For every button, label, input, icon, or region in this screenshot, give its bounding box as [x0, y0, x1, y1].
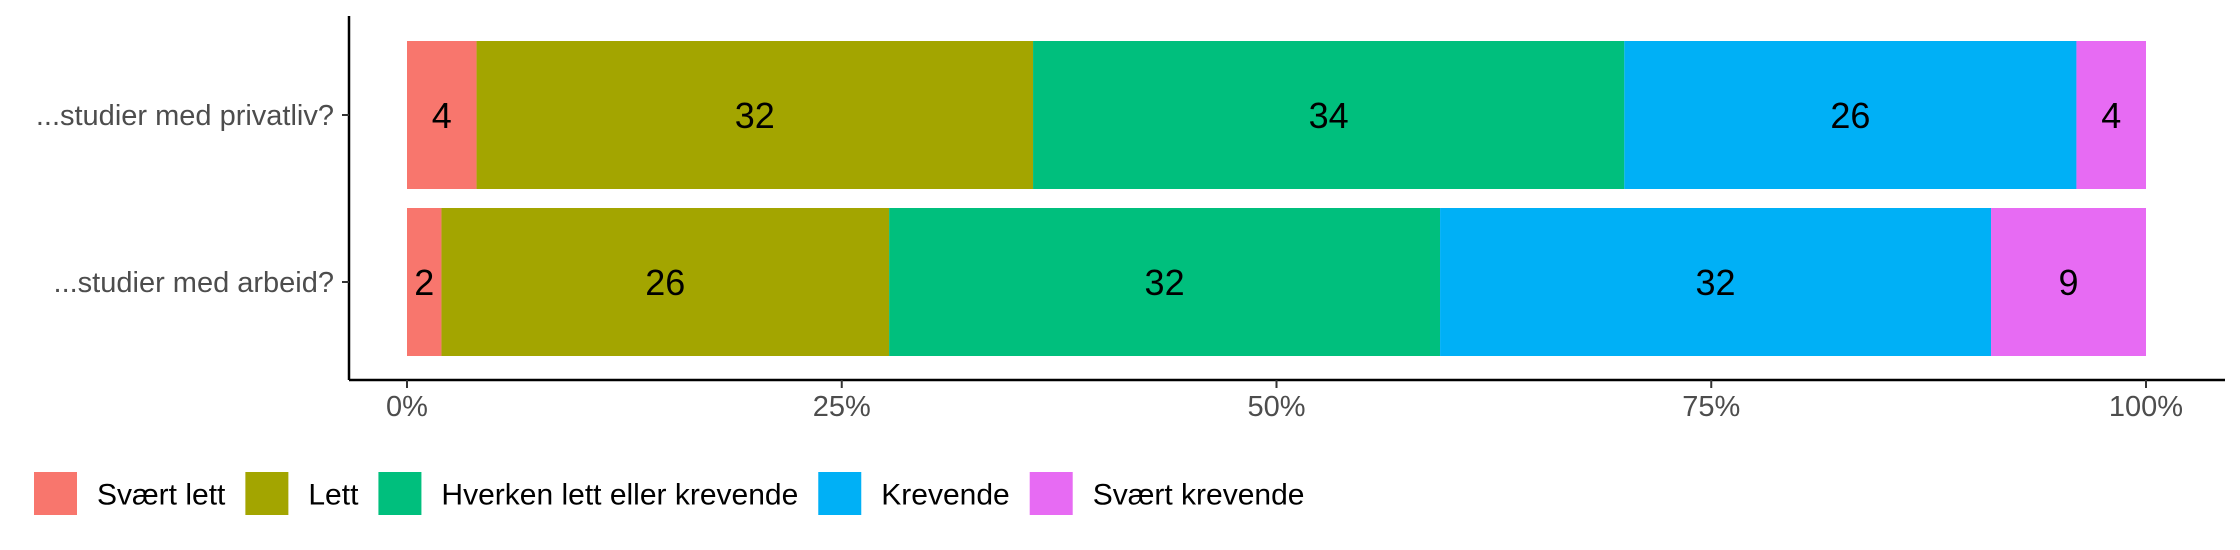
ticks-layer: ...studier med privatliv? ...studier med … — [36, 100, 2183, 423]
data-label: 32 — [1696, 262, 1736, 303]
bar-segment — [476, 41, 1034, 189]
legend-label: Hverken lett eller krevende — [441, 479, 798, 512]
bars-layer — [407, 41, 2146, 356]
bar-segment — [889, 208, 1441, 356]
bar-segment — [1033, 41, 1625, 189]
data-label: 4 — [432, 95, 452, 136]
legend-key — [378, 472, 422, 515]
axes-layer — [347, 16, 2225, 382]
bar-segment — [407, 41, 477, 189]
data-label: 26 — [645, 262, 685, 303]
bar-segment — [1440, 208, 1992, 356]
data-label: 32 — [1145, 262, 1185, 303]
data-label: 4 — [2101, 95, 2121, 136]
bar-segment — [407, 208, 442, 356]
legend: Svært lett Lett Hverken lett eller krevend… — [34, 472, 1304, 515]
legend-key — [34, 472, 77, 515]
bar-segment — [441, 208, 890, 356]
data-label: 26 — [1830, 95, 1870, 136]
legend-label: Krevende — [881, 479, 1009, 512]
legend-label: Svært krevende — [1093, 479, 1305, 512]
legend-key — [245, 472, 289, 515]
x-tick-label: 0% — [386, 391, 428, 423]
data-labels-layer: 4 32 34 26 4 2 26 32 32 9 — [414, 95, 2121, 303]
x-tick-label: 100% — [2109, 391, 2183, 423]
legend-key — [1029, 472, 1073, 515]
x-tick-label: 50% — [1247, 391, 1305, 423]
legend-label: Svært lett — [97, 479, 226, 512]
bar-segment — [1624, 41, 2077, 189]
x-tick-label: 25% — [813, 391, 871, 423]
data-label: 2 — [414, 262, 434, 303]
legend-label: Lett — [308, 479, 359, 512]
y-tick-label: ...studier med arbeid? — [54, 267, 334, 299]
bar-segment — [1991, 208, 2146, 356]
data-label: 34 — [1309, 95, 1349, 136]
data-label: 32 — [735, 95, 775, 136]
y-tick-label: ...studier med privatliv? — [36, 100, 334, 132]
bar-segment — [2076, 41, 2146, 189]
x-tick-label: 75% — [1682, 391, 1740, 423]
legend-key — [818, 472, 862, 515]
data-label: 9 — [2059, 262, 2079, 303]
